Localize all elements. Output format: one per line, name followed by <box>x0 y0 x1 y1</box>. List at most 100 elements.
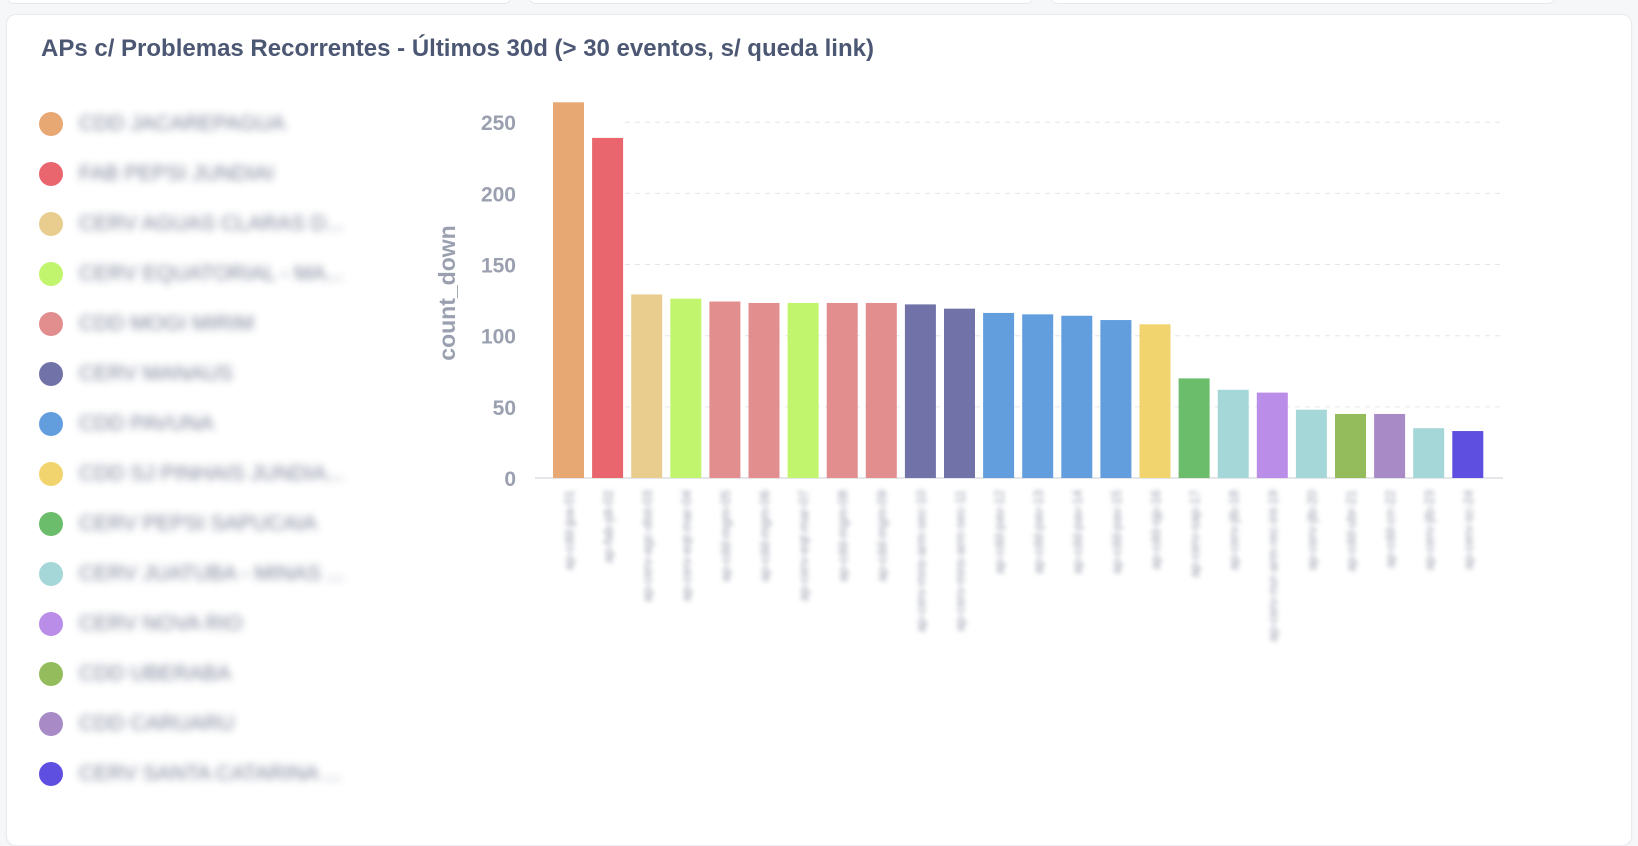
bar[interactable] <box>787 302 819 478</box>
legend-item[interactable]: CDD SJ PINHAIS JUNDIA... <box>39 449 344 499</box>
legend-label: CDD CARUARU <box>79 712 235 735</box>
x-tick-label: ap-cdd-jpa-01 <box>562 490 577 570</box>
y-tick-label: 100 <box>481 326 516 349</box>
legend-label: CERV JUATUBA - MINAS ... <box>79 562 345 585</box>
bar[interactable] <box>983 312 1015 478</box>
bar[interactable] <box>1256 392 1288 478</box>
legend-label: CDD PAVUNA <box>79 412 214 435</box>
x-tick-label: ap-fab-jdi-02 <box>601 490 616 563</box>
legend-dot <box>39 612 63 636</box>
x-tick-label: ap-cerv-nvr-arm-rec-int-19 <box>1265 490 1280 642</box>
legend-item[interactable]: CERV JUATUBA - MINAS ... <box>39 549 344 599</box>
x-tick-label: ap-cerv-jtb-18 <box>1226 490 1241 570</box>
bar[interactable] <box>1374 413 1406 478</box>
legend-label: CDD UBERABA <box>79 662 231 685</box>
x-tick-label: ap-cdd-mgm-06 <box>757 490 772 582</box>
bar[interactable] <box>865 302 897 478</box>
x-tick-label: ap-cdd-pav-12 <box>992 490 1007 574</box>
x-tick-label: ap-cdd-mgm-08 <box>835 490 850 582</box>
x-tick-label: ap-cdd-mgm-09 <box>874 490 889 582</box>
bar[interactable] <box>1022 314 1054 478</box>
legend-dot <box>39 462 63 486</box>
legend-item[interactable]: CDD CARUARU <box>39 699 344 749</box>
y-tick-label: 200 <box>481 183 516 206</box>
legend-label: FAB PEPSI JUNDIAI <box>79 162 274 185</box>
legend-dot <box>39 362 63 386</box>
legend-dot <box>39 662 63 686</box>
x-tick-label: ap-cdd-pav-13 <box>1031 490 1046 574</box>
legend-dot <box>39 212 63 236</box>
bar[interactable] <box>1335 413 1366 478</box>
chart-title[interactable]: APs c/ Problemas Recorrentes - Últimos 3… <box>41 35 874 62</box>
x-tick-label: ap-cerv-agc-dist-03 <box>640 490 655 602</box>
x-tick-label: ap-cerv-eqt-mar-07 <box>796 490 811 601</box>
bar[interactable] <box>944 308 975 478</box>
bar[interactable] <box>826 302 858 478</box>
legend-item[interactable]: CDD UBERABA <box>39 649 344 699</box>
x-tick-label: ap-cerv-jtb-20 <box>1304 490 1319 570</box>
x-tick-label: ap-cerv-mns-arm-sec-11 <box>953 490 968 631</box>
bar[interactable] <box>1413 428 1445 478</box>
x-tick-label: ap-cdd-ubr-21 <box>1344 490 1359 572</box>
x-tick-label: ap-cerv-jtb-23 <box>1422 490 1437 570</box>
legend-label: CDD SJ PINHAIS JUNDIA... <box>79 462 344 485</box>
legend-dot <box>39 762 63 786</box>
legend-label: CERV NOVA RIO <box>79 612 243 635</box>
bar[interactable] <box>631 294 663 478</box>
x-tick-label: ap-cdd-mgm-05 <box>718 490 733 582</box>
legend-dot <box>39 412 63 436</box>
y-tick-label: 150 <box>481 255 516 278</box>
legend-label: CERV AGUAS CLARAS D... <box>79 212 344 235</box>
legend-item[interactable]: CERV PEPSI SAPUCAIA <box>39 499 344 549</box>
legend-dot <box>39 262 63 286</box>
y-tick-label: 250 <box>481 112 516 135</box>
legend-dot <box>39 562 63 586</box>
legend-dot <box>39 512 63 536</box>
bar[interactable] <box>1100 320 1132 478</box>
legend-item[interactable]: CDD PAVUNA <box>39 399 344 449</box>
bar[interactable] <box>670 298 702 478</box>
legend-item[interactable]: CERV AGUAS CLARAS D... <box>39 199 344 249</box>
legend-label: CERV MANAUS <box>79 362 233 385</box>
legend-item[interactable]: CERV NOVA RIO <box>39 599 344 649</box>
x-tick-label: ap-cdd-crr-22 <box>1383 490 1398 568</box>
bar[interactable] <box>1452 431 1484 478</box>
y-axis-label: count_down <box>434 225 460 360</box>
x-tick-label: ap-cdd-sjp-16 <box>1148 490 1163 570</box>
x-tick-label: ap-cerv-sc-24 <box>1461 490 1476 569</box>
legend-dot <box>39 712 63 736</box>
x-tick-label: ap-cerv-sap-17 <box>1187 490 1202 577</box>
legend-dot <box>39 112 63 136</box>
bar[interactable] <box>1178 378 1210 478</box>
bar[interactable] <box>1139 324 1171 478</box>
y-tick-label: 0 <box>504 468 516 491</box>
legend-item[interactable]: CERV MANAUS <box>39 349 344 399</box>
legend-dot <box>39 162 63 186</box>
x-tick-label: ap-cerv-eqt-mar-04 <box>679 490 694 601</box>
legend-item[interactable]: CDD JACAREPAGUA <box>39 99 344 149</box>
legend-dot <box>39 312 63 336</box>
bar[interactable] <box>709 301 741 478</box>
legend-label: CERV EQUATORIAL - MA... <box>79 262 344 285</box>
bar[interactable] <box>1217 389 1249 478</box>
chart-legend: CDD JACAREPAGUA FAB PEPSI JUNDIAI CERV AGU… <box>39 99 344 799</box>
bar-chart: 0 50 100 150 200 250 count_down ap-cdd-jpa-01 ap… <box>434 102 1503 642</box>
bar[interactable] <box>592 137 624 478</box>
x-tick-label: ap-cdd-pav-14 <box>1070 490 1085 574</box>
legend-item[interactable]: CERV SANTA CATARINA ... <box>39 749 344 799</box>
legend-label: CDD JACAREPAGUA <box>79 112 286 135</box>
legend-label: CERV PEPSI SAPUCAIA <box>79 512 317 535</box>
legend-label: CERV SANTA CATARINA ... <box>79 762 342 785</box>
bar[interactable] <box>904 304 936 478</box>
legend-item[interactable]: CDD MOGI MIRIM <box>39 299 344 349</box>
y-tick-label: 50 <box>493 397 516 420</box>
x-tick-label: ap-cdd-pav-15 <box>1109 490 1124 574</box>
legend-item[interactable]: CERV EQUATORIAL - MA... <box>39 249 344 299</box>
bar[interactable] <box>553 102 584 479</box>
x-tick-label: ap-cerv-mns-arm-sec-10 <box>913 490 928 632</box>
legend-label: CDD MOGI MIRIM <box>79 312 254 335</box>
bar[interactable] <box>748 302 780 478</box>
bar[interactable] <box>1295 409 1327 478</box>
bar[interactable] <box>1061 315 1093 478</box>
legend-item[interactable]: FAB PEPSI JUNDIAI <box>39 149 344 199</box>
